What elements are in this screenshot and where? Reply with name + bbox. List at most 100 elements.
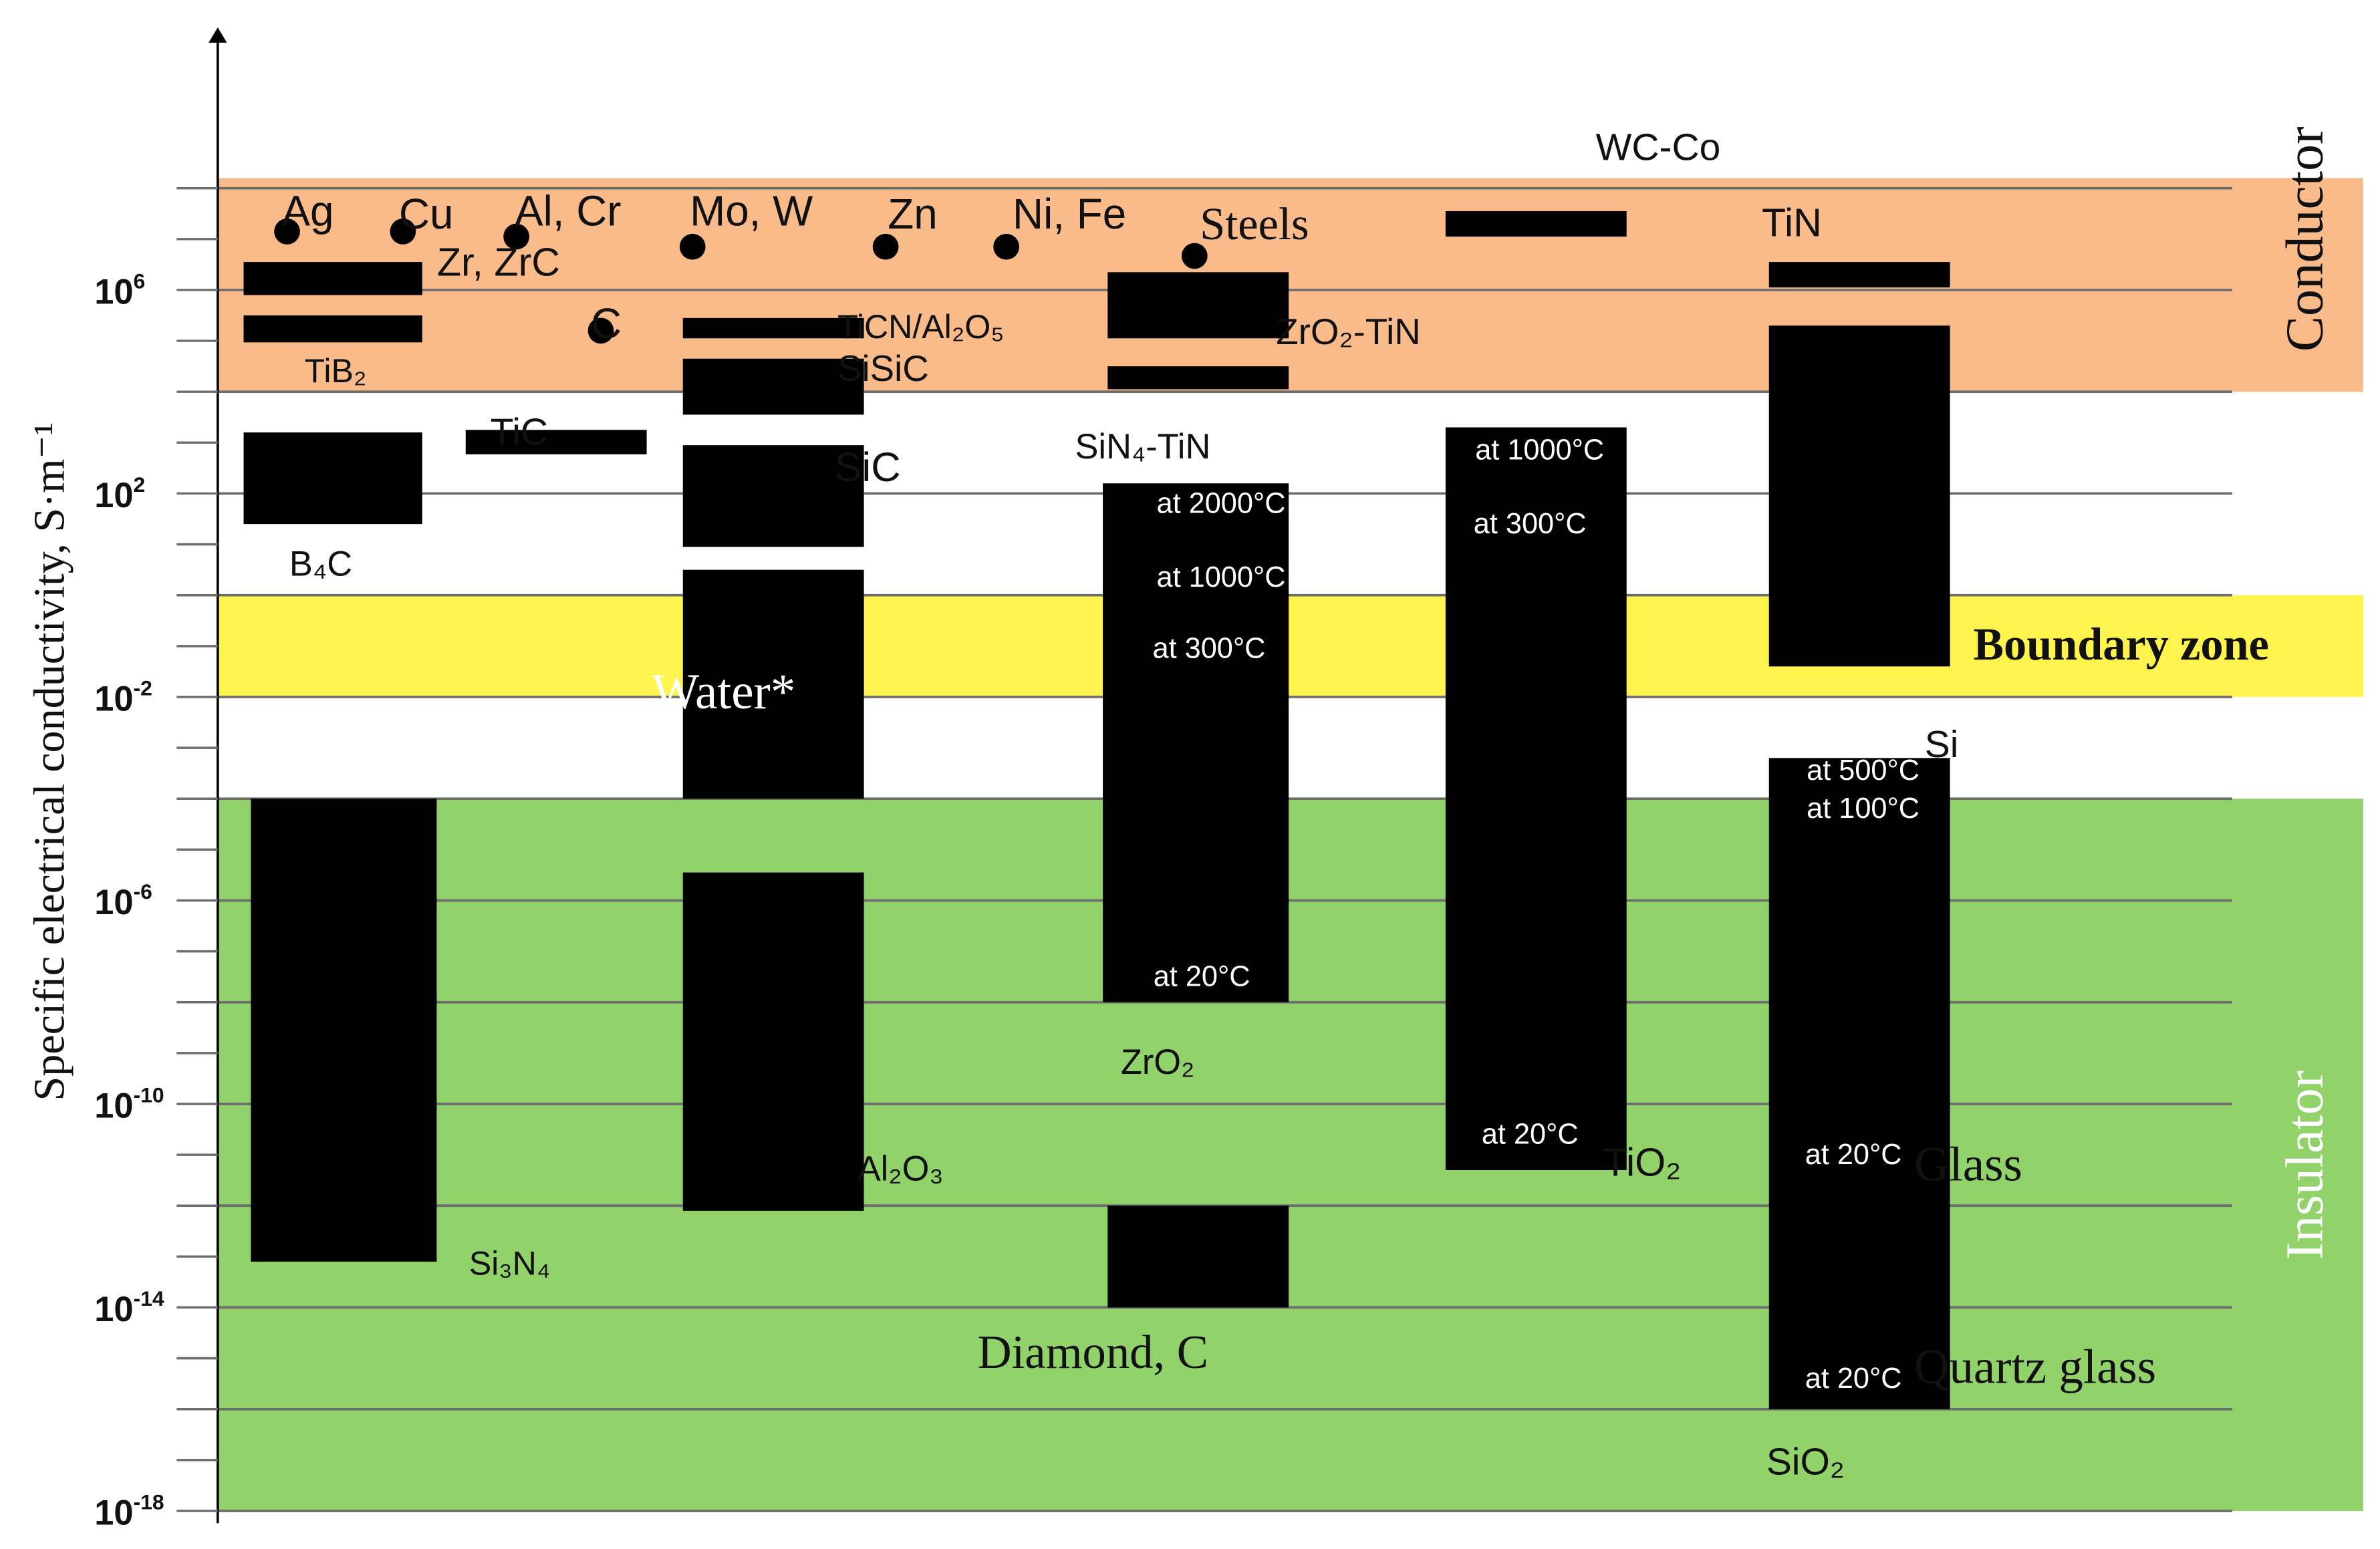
zone-label-insulator: Insulator: [2275, 1071, 2334, 1260]
point-label: C: [591, 299, 622, 347]
data-point: [993, 233, 1020, 260]
range-bar: [1768, 262, 1950, 288]
temperature-annotation: at 300°C: [1153, 632, 1266, 664]
bar-label: TiC: [491, 411, 548, 454]
data-point: [872, 233, 899, 260]
bar-label: SiC: [835, 444, 901, 490]
bar-label: SiSiC: [837, 347, 929, 389]
range-bar: [682, 872, 864, 1211]
range-bar: [243, 432, 422, 525]
bar-label: Diamond, C: [978, 1326, 1208, 1379]
zone-label-boundary: Boundary zone: [1973, 619, 2268, 670]
range-bar: [682, 317, 864, 339]
y-tick-label: 10-14: [94, 1286, 164, 1329]
bar-label: Glass: [1914, 1137, 2022, 1191]
data-point: [503, 223, 529, 250]
bar-label: TiN: [1762, 200, 1822, 245]
bar-label: SiN₄-TiN: [1075, 428, 1210, 466]
extra-label: Quartz glass: [1914, 1340, 2156, 1394]
labels-layer: Ag Cu Al, Cr C Mo, W Zn Ni, Fe Steels TiB₂ B₄C Si₃…: [281, 126, 2334, 1483]
range-bar: [243, 315, 422, 343]
range-bar: [1445, 427, 1627, 1170]
extra-label: Zr, ZrC: [437, 240, 560, 285]
range-bar: [682, 569, 864, 799]
temperature-annotation: at 20°C: [1482, 1118, 1579, 1150]
point-label: Steels: [1200, 198, 1309, 249]
y-tick-exponent: 2: [134, 472, 146, 497]
range-bar: [1103, 483, 1289, 1002]
temperature-annotation: at 100°C: [1807, 793, 1920, 825]
range-bar: [1107, 272, 1289, 339]
bar-label: Si: [1925, 723, 1959, 766]
point-label: Zn: [888, 190, 937, 238]
range-bar: [1445, 210, 1627, 237]
range-bar: [1768, 325, 1950, 667]
range-bar: [1107, 366, 1289, 390]
range-bar: [682, 358, 864, 415]
y-tick-label: 102: [94, 472, 145, 515]
extra-label: SiO₂: [1766, 1440, 1845, 1483]
temperature-annotation: at 300°C: [1474, 508, 1587, 540]
y-tick-base: 10: [94, 476, 133, 515]
bar-label: B₄C: [289, 545, 352, 584]
zone-boundary: [217, 595, 2363, 697]
range-bar: [682, 445, 864, 547]
bar-label: Si₃N₄: [469, 1245, 551, 1282]
bar-label: TiO₂: [1603, 1140, 1681, 1185]
zones-layer: [217, 178, 2363, 1512]
point-label: Ni, Fe: [1013, 190, 1126, 238]
point-label: Cu: [399, 190, 454, 238]
bar-label: ZrO₂: [1121, 1043, 1195, 1082]
bar-label: Al₂O₃: [857, 1149, 944, 1188]
temperature-annotation: at 1000°C: [1157, 561, 1286, 593]
y-axis-title: Specific electrical conductivity, S·m⁻¹: [25, 422, 74, 1101]
data-point: [679, 233, 706, 260]
range-bar: [251, 799, 437, 1262]
zone-insulator: [217, 799, 2363, 1512]
bar-label: Water*: [652, 664, 795, 720]
data-point: [1181, 243, 1208, 269]
bar-label: ZrO₂-TiN: [1276, 311, 1421, 352]
y-tick-exponent: -2: [134, 676, 152, 700]
temperature-annotation: at 20°C: [1805, 1363, 1902, 1395]
range-bar: [243, 262, 422, 295]
y-tick-base: 10: [94, 1087, 133, 1126]
y-tick-label: 106: [94, 269, 145, 312]
y-tick-label: 10-2: [94, 676, 152, 719]
y-tick-base: 10: [94, 883, 133, 922]
temperature-annotation: at 20°C: [1154, 960, 1250, 992]
y-tick-base: 10: [94, 1494, 133, 1533]
range-bar: [1768, 758, 1950, 1409]
range-bar: [465, 430, 647, 454]
y-tick-label: 10-10: [94, 1083, 164, 1126]
data-point: [390, 219, 416, 245]
data-point: [274, 219, 300, 245]
points-layer: [274, 219, 1208, 344]
temperature-annotation: at 20°C: [1805, 1139, 1902, 1171]
y-tick-exponent: 6: [134, 269, 146, 293]
y-tick-exponent: -18: [134, 1490, 164, 1514]
zone-conductor: [217, 178, 2363, 392]
y-tick-exponent: -10: [134, 1083, 164, 1107]
data-point: [587, 317, 614, 344]
y-tick-label: 10-6: [94, 879, 152, 922]
zone-label-conductor: Conductor: [2275, 126, 2334, 351]
y-axis-arrow-icon: [209, 27, 227, 43]
temperature-annotation: at 1000°C: [1475, 434, 1604, 466]
temperature-annotation: at 500°C: [1807, 754, 1920, 787]
y-tick-base: 10: [94, 680, 133, 718]
y-tick-base: 10: [94, 1290, 133, 1329]
temperature-annotation: at 2000°C: [1157, 487, 1286, 519]
y-tick-label: 10-18: [94, 1490, 164, 1533]
bars-layer: [243, 210, 1950, 1409]
y-tick-exponent: -6: [134, 879, 152, 903]
point-label: Ag: [281, 186, 334, 235]
y-tick-exponent: -14: [134, 1286, 164, 1310]
bar-label: TiCN/Al₂O₅: [837, 308, 1004, 345]
bar-label: TiB₂: [305, 352, 367, 390]
point-label: Al, Cr: [515, 186, 621, 235]
bar-label: WC-Co: [1596, 126, 1721, 168]
point-label: Mo, W: [690, 186, 813, 235]
